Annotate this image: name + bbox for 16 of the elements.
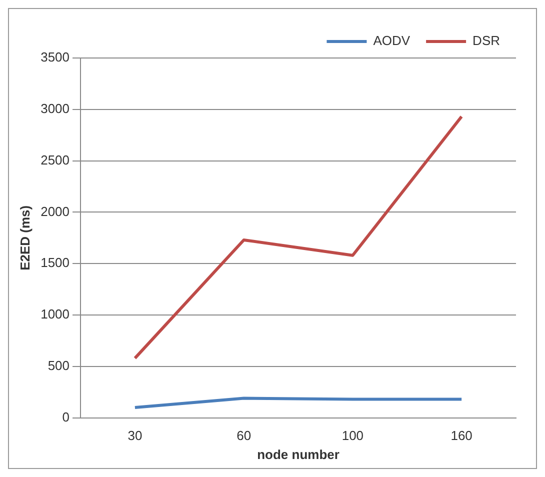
x-tick-label: 60 (236, 428, 252, 444)
y-tick-label: 2000 (40, 204, 70, 219)
y-tick-label: 1000 (40, 306, 70, 322)
y-tick-label: 0 (62, 409, 70, 424)
y-tick-label: 1500 (40, 255, 70, 270)
legend-label: AODV (373, 33, 410, 48)
y-axis-title: E2ED (ms) (17, 205, 32, 270)
x-tick-label: 30 (128, 428, 142, 444)
x-tick-label: 160 (450, 428, 472, 444)
x-axis-title: node number (257, 446, 340, 462)
y-tick-label: 2500 (40, 152, 70, 168)
legend-label: DSR (472, 33, 500, 48)
y-tick-label: 3500 (40, 50, 70, 65)
y-tick-label: 3000 (40, 100, 70, 116)
y-tick-label: 500 (48, 358, 70, 373)
x-tick-label: 100 (342, 428, 364, 444)
